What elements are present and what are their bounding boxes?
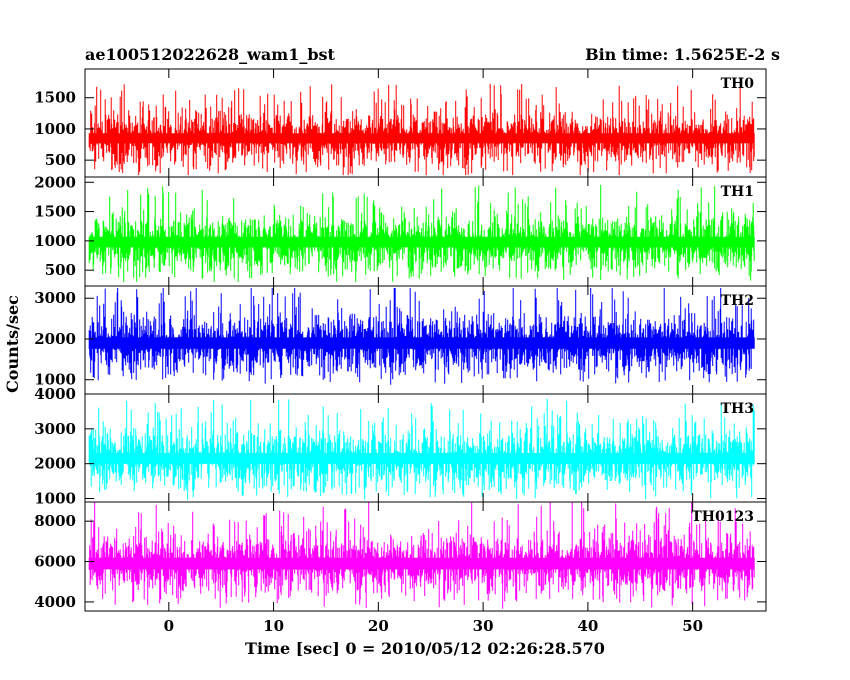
panel-th0: 500 1000 1500 TH0 [34,68,767,178]
x-tick-label: 20 [368,617,389,635]
y-tick-label: 2000 [34,455,76,473]
y-tick-label: 8000 [34,512,76,530]
y-tick-label: 4000 [34,593,76,611]
x-axis: 0 10 20 30 40 50 [164,617,704,635]
y-tick-label: 1000 [34,371,76,389]
x-tick-label: 10 [263,617,284,635]
panel-th3: 1000 2000 3000 4000 TH3 [34,385,767,508]
y-tick-label: 1000 [34,232,76,250]
bin-time-label: Bin time: 1.5625E-2 s [585,45,780,64]
panel-th2: 1000 2000 3000 TH2 [34,285,767,395]
series-th0123 [88,502,755,609]
y-axis-label: Counts/sec [3,295,22,393]
x-tick-label: 0 [164,617,174,635]
panel-th1: 500 1000 1500 2000 TH1 [34,173,767,287]
y-tick-label: 3000 [34,420,76,438]
y-tick-label: 1000 [34,490,76,508]
y-tick-label: 2000 [34,173,76,191]
y-tick-label: 6000 [34,553,76,571]
y-tick-label: 1500 [34,203,76,221]
y-tick-label: 3000 [34,289,76,307]
panel-th0123: 4000 6000 8000 TH0123 [34,501,767,612]
series-th0 [88,83,755,176]
x-axis-label: Time [sec] 0 = 2010/05/12 02:26:28.570 [245,639,605,658]
y-tick-label: 1000 [34,120,76,138]
x-tick-label: 50 [682,617,703,635]
x-tick-label: 30 [473,617,494,635]
chart-title: ae100512022628_wam1_bst [85,45,336,64]
y-tick-label: 1500 [34,89,76,107]
panel-label: TH0 [721,76,755,92]
panel-label: TH0123 [691,509,754,525]
y-tick-label: 2000 [34,330,76,348]
x-tick-label: 40 [577,617,598,635]
series-th3 [88,398,755,501]
y-tick-label: 4000 [34,385,76,403]
panels-group: 500 1000 1500 TH0 500 1000 1500 2000 TH1 1000 2000… [34,68,767,612]
panel-frame [84,68,767,178]
y-tick-label: 500 [45,151,76,169]
y-tick-label: 500 [45,261,76,279]
series-th2 [88,288,755,385]
panel-label: TH3 [721,401,754,417]
panel-label: TH1 [721,184,754,200]
panel-frame [84,501,767,612]
panel-label: TH2 [721,293,754,309]
series-th1 [88,184,755,282]
